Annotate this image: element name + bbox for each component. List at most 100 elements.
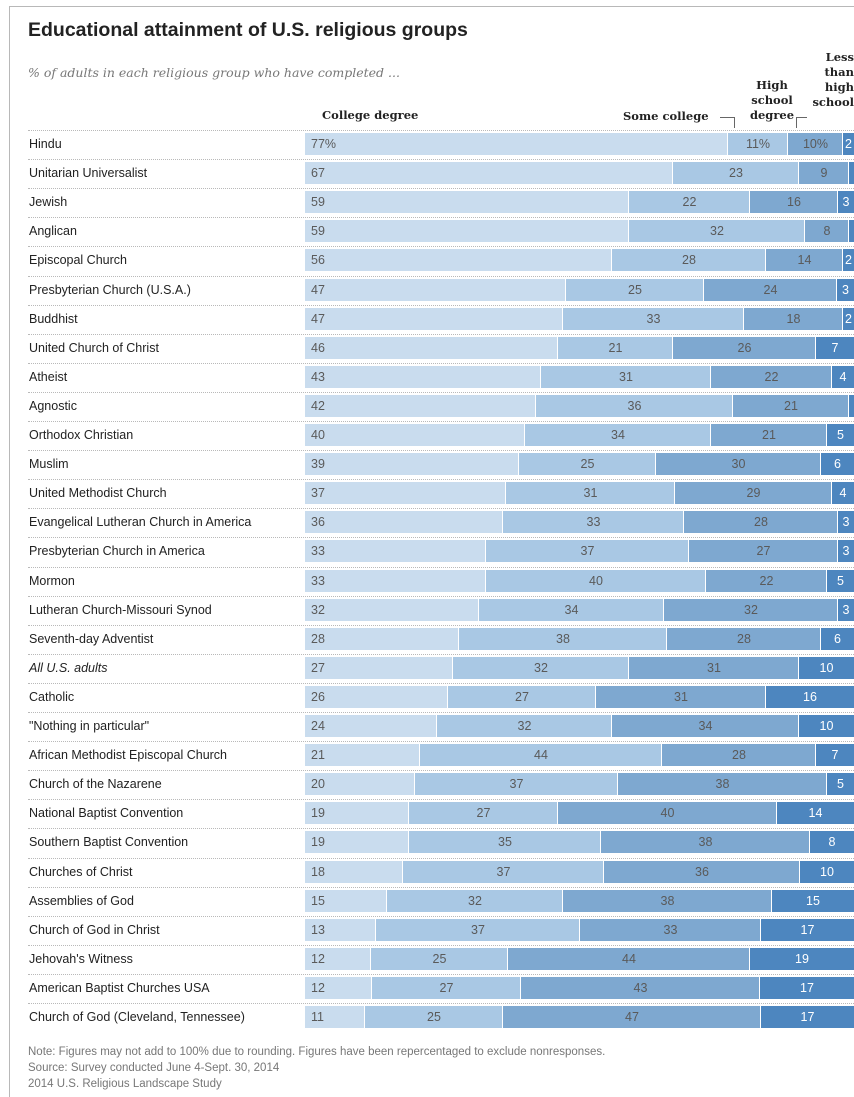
bar-value-label: 8 [823, 224, 831, 238]
bar-segment-some-college [673, 162, 798, 184]
bar-value-label: 3 [842, 283, 849, 297]
bar-value-label: 32 [517, 719, 532, 733]
row-label: Jewish [29, 195, 68, 209]
bar-value-label: 30 [731, 457, 746, 471]
bar-value-label: 37 [471, 923, 485, 937]
bar-segment-less-than-high-school [750, 948, 854, 970]
row-separator [28, 567, 854, 568]
row-label: Evangelical Lutheran Church in America [29, 515, 252, 529]
row-label: African Methodist Episcopal Church [29, 748, 228, 762]
bar-value-label: 28 [754, 515, 768, 529]
bar-segment-less-than-high-school [766, 686, 854, 708]
bar-value-label: 31 [583, 486, 598, 500]
bar-value-label: 38 [698, 835, 713, 849]
bar-segment-high-school [521, 977, 759, 999]
bar-value-label: 77% [311, 137, 337, 151]
bar-segment-college-degree [305, 628, 458, 650]
bar-segment-high-school [563, 890, 771, 912]
bar-segment-less-than-high-school [800, 861, 854, 883]
bar-segment-less-than-high-school [837, 279, 854, 301]
bar-segment-less-than-high-school [843, 133, 854, 155]
header-some-college: Some college [623, 109, 709, 123]
bar-segment-college-degree [305, 773, 414, 795]
bar-value-label: 47 [625, 1010, 639, 1024]
bar-segment-high-school [508, 948, 749, 970]
bar-value-label: 17 [800, 1010, 815, 1024]
bar-value-label: 44 [534, 748, 548, 762]
row-label: Catholic [29, 690, 75, 704]
header-less-line2: than [824, 65, 854, 79]
bar-value-label: 10 [820, 865, 834, 879]
bar-segment-some-college [371, 948, 507, 970]
bar-value-label: 13 [311, 923, 325, 937]
bar-segment-less-than-high-school [827, 424, 854, 446]
bar-value-label: 3 [842, 544, 850, 558]
bar-segment-less-than-high-school [849, 162, 854, 184]
row-separator [28, 392, 854, 393]
bar-value-label: 16 [787, 195, 801, 209]
bar-segment-some-college [415, 773, 617, 795]
bar-value-label: 35 [498, 835, 512, 849]
row-separator [28, 246, 854, 247]
bar-value-label: 25 [427, 1010, 441, 1024]
header-high-school-line3: degree [749, 108, 795, 122]
bar-value-label: 18 [786, 312, 801, 326]
bar-value-label: 22 [759, 574, 774, 588]
bar-segment-high-school [805, 220, 848, 242]
bar-value-label: 36 [311, 515, 325, 529]
bar-segment-high-school [673, 337, 815, 359]
bar-segment-high-school [788, 133, 842, 155]
bar-value-label: 21 [608, 341, 623, 355]
bar-value-label: 29 [746, 486, 761, 500]
bar-segment-less-than-high-school [799, 657, 854, 679]
bar-value-label: 5 [837, 777, 844, 791]
row-separator [28, 945, 854, 946]
bar-value-label: 19 [311, 835, 325, 849]
bar-value-label: 26 [311, 690, 325, 704]
row-label: Jehovah's Witness [29, 952, 133, 966]
bar-segment-high-school [704, 279, 836, 301]
bar-segment-college-degree [305, 133, 727, 155]
bar-value-label: 6 [834, 632, 841, 646]
row-label: All U.S. adults [29, 661, 108, 675]
header-high-school-line1: High [756, 78, 788, 92]
bar-value-label: 2 [845, 137, 852, 151]
bar-value-label: 5 [837, 428, 844, 442]
bar-segment-some-college [486, 570, 705, 592]
bar-value-label: 16 [803, 690, 817, 704]
row-label: United Church of Christ [29, 341, 159, 355]
row-separator [28, 276, 854, 277]
bar-value-label: 31 [707, 661, 721, 675]
bar-value-label: 24 [763, 283, 778, 297]
bar-value-label: 7 [831, 341, 839, 355]
row-label: Muslim [29, 457, 69, 471]
bar-segment-less-than-high-school [799, 715, 854, 737]
bar-segment-less-than-high-school [832, 482, 854, 504]
header-less-line1: Less [825, 50, 854, 64]
bar-value-label: 37 [509, 777, 524, 791]
bar-value-label: 32 [710, 224, 724, 238]
bar-segment-high-school [558, 802, 776, 824]
bar-segment-some-college [612, 249, 765, 271]
bar-value-label: 32 [744, 603, 758, 617]
bar-segment-less-than-high-school [843, 249, 854, 271]
row-label: Churches of Christ [29, 865, 133, 879]
bar-segment-college-degree [305, 715, 436, 737]
bar-segment-high-school [503, 1006, 760, 1028]
bar-segment-some-college [420, 744, 661, 766]
bar-segment-less-than-high-school [810, 831, 854, 853]
bar-value-label: 40 [311, 428, 325, 442]
bar-segment-high-school [711, 424, 826, 446]
row-separator [28, 770, 854, 771]
row-separator [28, 596, 854, 597]
bar-value-label: 17 [800, 981, 814, 995]
bar-value-label: 22 [682, 195, 697, 209]
bar-segment-less-than-high-school [827, 570, 854, 592]
bar-segment-some-college [506, 482, 674, 504]
bar-value-label: 27 [311, 661, 325, 675]
bar-segment-college-degree [305, 395, 535, 417]
bar-value-label: 21 [311, 748, 325, 762]
row-label: Episcopal Church [29, 253, 127, 267]
header-high-school-line2: school [751, 93, 793, 107]
row-separator [28, 916, 854, 917]
